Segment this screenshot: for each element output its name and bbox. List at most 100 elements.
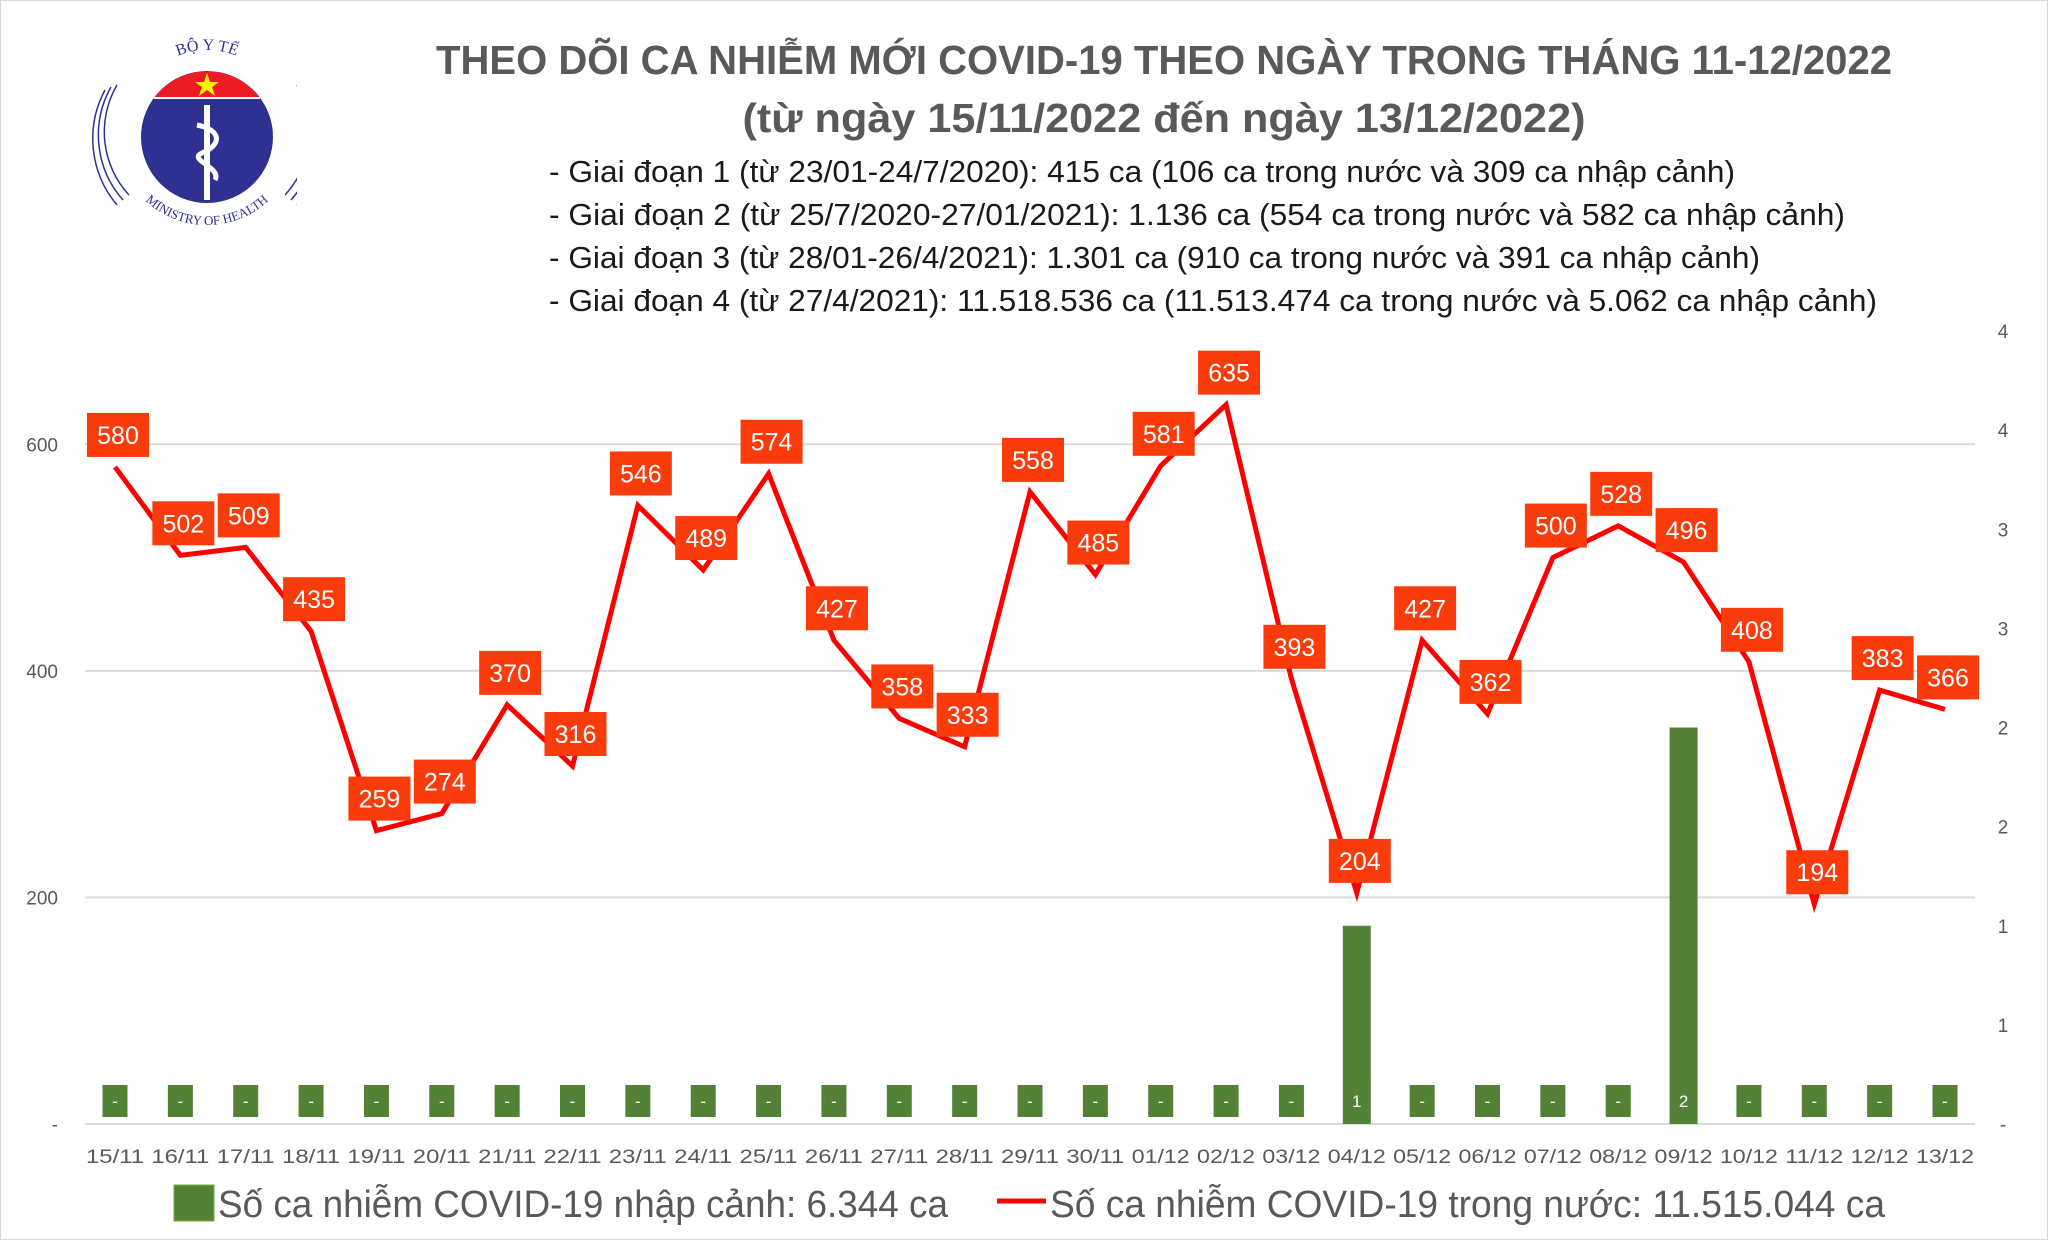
x-tick-label: 06/12 [1459, 1147, 1517, 1168]
right-tick-label: 1 [1998, 1016, 2009, 1037]
point-value-label: 574 [751, 429, 793, 457]
point-label-box [348, 776, 411, 821]
x-tick-label: 30/11 [1066, 1147, 1124, 1168]
bar-value-label: - [831, 1092, 837, 1111]
point-value-label: 383 [1862, 645, 1904, 673]
x-tick-label: 11/12 [1785, 1147, 1843, 1168]
bar-label-box [886, 1085, 912, 1117]
bar-label-box [1017, 1085, 1043, 1117]
phase-4-summary: - Giai đoạn 4 (từ 27/4/2021): 11.518.536… [549, 283, 1877, 318]
point-value-label: 558 [1012, 447, 1054, 475]
point-value-label: 427 [1404, 595, 1446, 623]
x-tick-label: 23/11 [609, 1147, 667, 1168]
legend-bar-label: Số ca nhiễm COVID-19 nhập cảnh: 6.344 ca [218, 1183, 949, 1226]
bar-value-label: 1 [1352, 1092, 1361, 1111]
right-tick-label: 3 [1998, 619, 2009, 640]
point-label-box [217, 493, 280, 538]
point-label-box [1198, 350, 1261, 395]
point-label-box [152, 501, 215, 546]
point-label-box [1851, 636, 1914, 681]
point-value-label: 427 [816, 595, 858, 623]
bar-value-label: - [308, 1092, 314, 1111]
bar-value-label: - [1746, 1092, 1752, 1111]
bar-label-box [625, 1085, 651, 1117]
point-value-label: 194 [1796, 859, 1838, 887]
point-value-label: 500 [1535, 513, 1577, 541]
legend-line-label: Số ca nhiễm COVID-19 trong nước: 11.515.… [1050, 1183, 1886, 1226]
point-label-box [87, 412, 149, 457]
bar-label-box [363, 1085, 389, 1117]
point-value-label: 581 [1143, 421, 1185, 449]
point-value-label: 435 [293, 586, 335, 614]
x-tick-label: 25/11 [740, 1147, 798, 1168]
x-tick-label: 29/11 [1001, 1147, 1059, 1168]
bar-label-box [429, 1085, 455, 1117]
bar-value-label: - [570, 1092, 576, 1111]
bar-label-box [1344, 1085, 1370, 1117]
point-label-box [283, 577, 346, 622]
bar-value-label: 2 [1679, 1092, 1688, 1111]
bar-value-label: - [1877, 1092, 1883, 1111]
bar-value-label: - [1615, 1092, 1621, 1111]
point-value-label: 489 [685, 525, 727, 553]
x-tick-label: 17/11 [217, 1147, 275, 1168]
x-tick-label: 16/11 [151, 1147, 209, 1168]
point-label-box [1394, 586, 1457, 631]
bar-label-box [102, 1085, 128, 1117]
bar-value-label: - [1485, 1092, 1491, 1111]
ministry-of-health-logo: BỘ Y TẾ MINISTRY OF HEALTH [92, 35, 297, 228]
right-axis: - 1 1 2 2 3 3 4 4 [1998, 322, 2009, 1136]
bar-label-box [1213, 1085, 1239, 1117]
x-tick-label: 10/12 [1720, 1147, 1778, 1168]
bar-value-label: - [1093, 1092, 1099, 1111]
point-value-label: 546 [620, 460, 662, 488]
point-label-box [1328, 838, 1391, 883]
point-value-label: 509 [228, 502, 270, 530]
right-tick-label: 2 [1998, 719, 2009, 740]
line-series: 580 502 509 435 259 274 370 316 546 489 574 427 358 3… [87, 350, 1979, 914]
left-tick-label: 400 [26, 662, 58, 683]
x-tick-label: 08/12 [1589, 1147, 1647, 1168]
bar-value-label: - [178, 1092, 184, 1111]
bar-value-label: - [1811, 1092, 1817, 1111]
point-value-label: 502 [162, 510, 204, 538]
bar-value-label: - [112, 1092, 118, 1111]
x-tick-label: 05/12 [1393, 1147, 1451, 1168]
bar-value-label: - [1223, 1092, 1229, 1111]
x-tick-label: 04/12 [1328, 1147, 1386, 1168]
point-label-box [1524, 503, 1587, 548]
x-tick-label: 01/12 [1132, 1147, 1190, 1168]
bar-label-box [1409, 1085, 1435, 1117]
bar-label-box [1932, 1085, 1958, 1117]
bar-label-box [952, 1085, 978, 1117]
x-tick-label: 02/12 [1197, 1147, 1255, 1168]
point-value-label: 358 [881, 673, 923, 701]
point-value-label: 316 [555, 721, 597, 749]
point-value-label: 274 [424, 769, 466, 797]
point-value-label: 333 [947, 702, 989, 730]
point-value-label: 204 [1339, 848, 1381, 876]
bar-label-box [1605, 1085, 1631, 1117]
point-label-box [1263, 624, 1326, 669]
right-tick-label: - [2000, 1115, 2006, 1136]
bar-value-label: - [374, 1092, 380, 1111]
bar-label-box [1801, 1085, 1827, 1117]
point-label-box [544, 712, 607, 757]
point-value-label: 370 [489, 660, 531, 688]
left-tick-label: 200 [26, 888, 58, 909]
x-tick-label: 13/12 [1916, 1147, 1974, 1168]
point-value-label: 259 [359, 786, 401, 814]
x-tick-label: 18/11 [282, 1147, 340, 1168]
bar-label-box [1475, 1085, 1500, 1117]
bar-value-label: - [1027, 1092, 1033, 1111]
left-tick-label: 600 [26, 435, 58, 456]
phase-1-summary: - Giai đoạn 1 (từ 23/01-24/7/2020): 415 … [549, 154, 1735, 189]
phase-2-summary: - Giai đoạn 2 (từ 25/7/2020-27/01/2021):… [549, 197, 1845, 232]
bar-label-box [233, 1085, 259, 1117]
bar-value-label: - [1419, 1092, 1425, 1111]
bar-label-box [821, 1085, 847, 1117]
point-label-box [1786, 850, 1849, 895]
bar-value-label: - [504, 1092, 510, 1111]
point-label-box [1655, 508, 1718, 553]
